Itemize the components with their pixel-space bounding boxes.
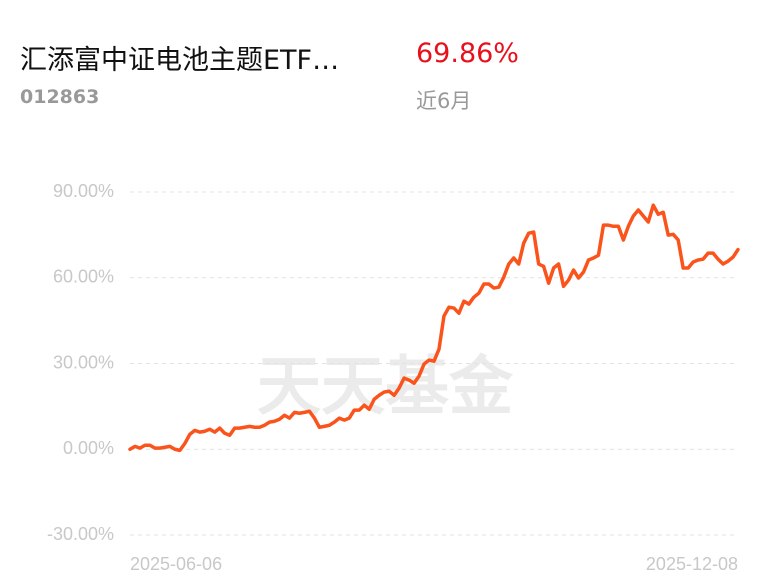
x-tick-label: 2025-06-06 (130, 554, 222, 574)
y-tick-label: -30.00% (47, 524, 114, 544)
y-tick-label: 90.00% (53, 181, 114, 201)
x-tick-label: 2025-12-08 (646, 554, 738, 574)
fund-return: 69.86% (416, 38, 519, 69)
y-tick-label: 0.00% (63, 438, 114, 458)
y-tick-label: 30.00% (53, 352, 114, 372)
fund-code: 012863 (20, 86, 100, 108)
line (128, 203, 740, 453)
fund-title: 汇添富中证电池主题ETF… (20, 45, 340, 76)
period: 近6月 (416, 89, 472, 113)
y-tick-label: 60.00% (53, 267, 114, 287)
